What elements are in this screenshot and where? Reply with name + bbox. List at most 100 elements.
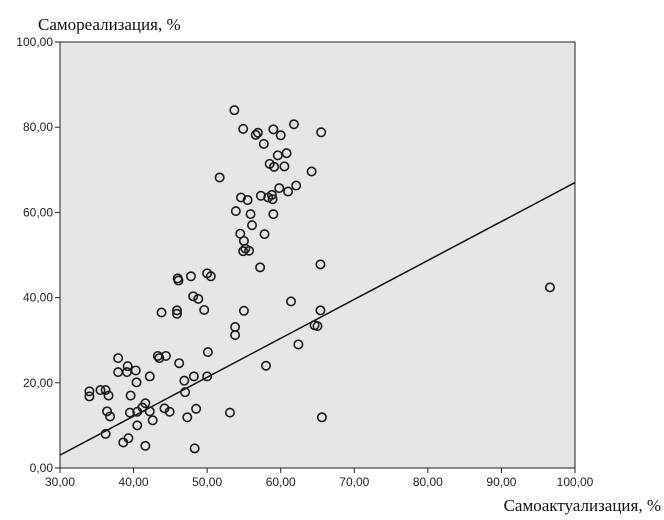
data-point: [266, 189, 277, 200]
data-point: [288, 119, 299, 130]
data-point: [113, 353, 124, 364]
data-point: [272, 150, 283, 161]
y-axis: 0,00 20,00 40,00 60,00 80,00 100,00: [16, 35, 60, 475]
data-point: [268, 124, 279, 135]
data-point: [123, 433, 134, 444]
data-point: [103, 390, 114, 401]
data-point: [306, 166, 317, 177]
x-tick-label: 90,00: [486, 475, 516, 489]
plot-area: [59, 41, 576, 469]
data-point: [131, 377, 142, 388]
data-point: [214, 172, 225, 183]
data-point: [238, 246, 249, 257]
data-point: [268, 209, 279, 220]
data-point: [144, 406, 155, 417]
data-point: [188, 291, 199, 302]
data-point: [315, 305, 326, 316]
y-axis-title: Самореализация, %: [38, 15, 181, 34]
data-point: [156, 307, 167, 318]
y-tick-label: 60,00: [23, 205, 53, 219]
data-point: [316, 127, 327, 138]
data-point: [291, 180, 302, 191]
data-point: [179, 375, 190, 386]
y-tick-label: 20,00: [23, 376, 53, 390]
data-point: [144, 371, 155, 382]
x-tick-label: 100,00: [557, 475, 594, 489]
data-point: [244, 245, 255, 256]
data-point: [255, 262, 266, 273]
data-point: [164, 406, 175, 417]
data-point: [140, 440, 151, 451]
data-point: [293, 339, 304, 350]
data-point: [100, 385, 111, 396]
data-point: [182, 412, 193, 423]
data-point: [205, 271, 216, 282]
data-point: [147, 415, 158, 426]
x-tick-label: 60,00: [266, 475, 296, 489]
data-point: [229, 105, 240, 116]
x-axis-title: Самоактуализация, %: [504, 496, 661, 515]
data-point: [312, 321, 323, 332]
data-point: [95, 385, 106, 396]
data-point: [160, 350, 171, 361]
data-point: [132, 420, 143, 431]
data-point: [247, 220, 258, 231]
data-point: [238, 305, 249, 316]
data-point: [269, 161, 280, 172]
data-point: [124, 407, 135, 418]
data-point: [279, 161, 290, 172]
data-point: [199, 304, 210, 315]
data-point: [188, 371, 199, 382]
data-point: [193, 293, 204, 304]
x-axis: 30,00 40,00 50,00 60,00 70,00 80,00 90,00 100,0…: [45, 468, 594, 489]
y-tick-label: 0,00: [30, 461, 54, 475]
data-point: [171, 305, 182, 316]
data-point: [140, 398, 151, 409]
data-point: [191, 403, 202, 414]
data-point: [171, 308, 182, 319]
y-tick-label: 100,00: [16, 35, 53, 49]
data-point: [259, 229, 270, 240]
data-point: [185, 271, 196, 282]
data-point: [267, 194, 278, 205]
data-point: [202, 347, 213, 358]
y-tick-label: 80,00: [23, 120, 53, 134]
data-point: [122, 361, 133, 372]
data-point: [105, 411, 116, 422]
data-point: [84, 391, 95, 402]
data-point: [230, 206, 241, 217]
data-points: [84, 105, 555, 454]
data-point: [84, 386, 95, 397]
x-tick-label: 50,00: [192, 475, 222, 489]
data-point: [102, 406, 113, 417]
data-point: [230, 330, 241, 341]
data-point: [275, 130, 286, 141]
x-tick-label: 70,00: [339, 475, 369, 489]
data-point: [100, 428, 111, 439]
data-point: [274, 183, 285, 194]
data-point: [250, 129, 261, 140]
data-point: [130, 365, 141, 376]
x-tick-label: 30,00: [45, 475, 75, 489]
x-tick-label: 80,00: [413, 475, 443, 489]
data-point: [242, 195, 253, 206]
y-tick-label: 40,00: [23, 291, 53, 305]
data-point: [544, 282, 555, 293]
data-point: [174, 358, 185, 369]
data-point: [180, 387, 191, 398]
data-point: [238, 123, 249, 134]
data-point: [260, 360, 271, 371]
data-point: [283, 186, 294, 197]
data-point: [235, 192, 246, 203]
data-point: [125, 390, 136, 401]
data-point: [224, 407, 235, 418]
data-point: [189, 443, 200, 454]
data-point: [316, 412, 327, 423]
data-point: [245, 209, 256, 220]
data-point: [154, 353, 165, 364]
data-point: [173, 275, 184, 286]
data-point: [202, 371, 213, 382]
data-point: [281, 148, 292, 159]
data-point: [252, 127, 263, 138]
